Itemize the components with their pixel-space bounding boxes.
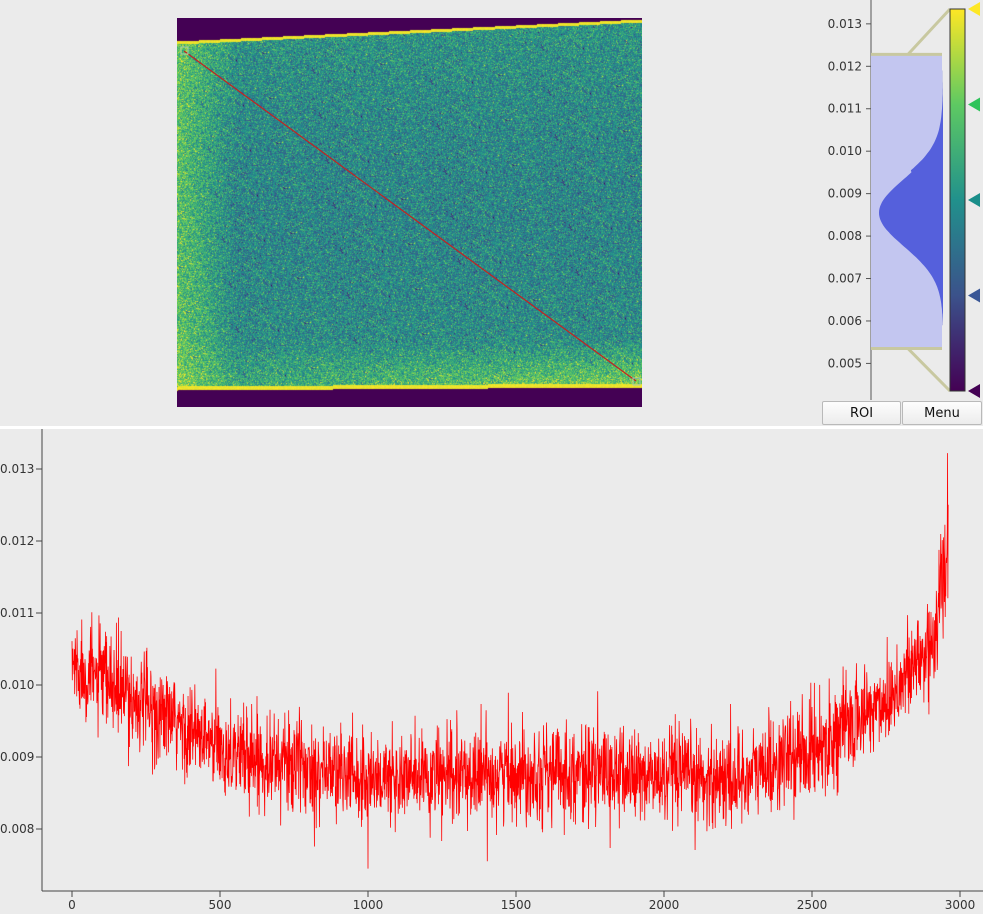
x-tick-label: 1000 [353,898,384,912]
y-tick-label: 0.013 [0,462,34,476]
x-tick-label: 2500 [797,898,828,912]
x-tick-label: 500 [209,898,232,912]
histogram-tick-label: 0.005 [828,356,862,370]
menu-button[interactable]: Menu [902,401,982,425]
lut-tick-blue[interactable] [968,288,980,303]
detector-image[interactable] [177,18,642,407]
y-tick-label: 0.008 [0,822,34,836]
histogram-tick-label: 0.011 [828,102,862,116]
histogram-tick-label: 0.006 [828,314,862,328]
y-tick-label: 0.011 [0,606,34,620]
image-view[interactable] [0,0,822,426]
lut-tick-purple[interactable] [968,384,980,398]
histogram-tick-label: 0.009 [828,187,862,201]
y-tick-label: 0.012 [0,534,34,548]
level-max-connector [906,7,952,56]
lut-tick-yellow[interactable] [968,2,980,16]
histogram-svg[interactable]: 0.013 0.012 0.011 0.010 0.009 0.008 0.007 0.006… [822,0,983,400]
x-tick-label: 2000 [649,898,680,912]
level-min-connector [906,347,952,393]
histogram-tick-label: 0.007 [828,272,862,286]
profile-plot-svg: 0.008 0.009 0.010 0.011 0.012 0.013 0 500 1000 15… [0,429,983,912]
pane-splitter[interactable] [0,426,983,429]
x-tick-label: 1500 [501,898,532,912]
lut-tick-teal[interactable] [968,193,980,207]
lut-gradient-bar[interactable] [949,8,966,392]
histogram-lut-widget[interactable]: 0.013 0.012 0.011 0.010 0.009 0.008 0.007 0.006… [822,0,983,426]
histogram-tick-label: 0.010 [828,144,862,158]
histogram-tick-label: 0.012 [828,59,862,73]
histogram-tick-label: 0.013 [828,17,862,31]
lut-tick-green[interactable] [968,97,980,112]
roi-button[interactable]: ROI [822,401,901,425]
histogram-fill [879,70,943,326]
profile-plot[interactable]: 0.008 0.009 0.010 0.011 0.012 0.013 0 500 1000 15… [0,429,983,914]
x-tick-label: 3000 [945,898,976,912]
x-tick-label: 0 [68,898,76,912]
histogram-tick-label: 0.008 [828,229,862,243]
y-tick-label: 0.010 [0,678,34,692]
y-tick-label: 0.009 [0,750,34,764]
profile-series-line [71,453,949,869]
